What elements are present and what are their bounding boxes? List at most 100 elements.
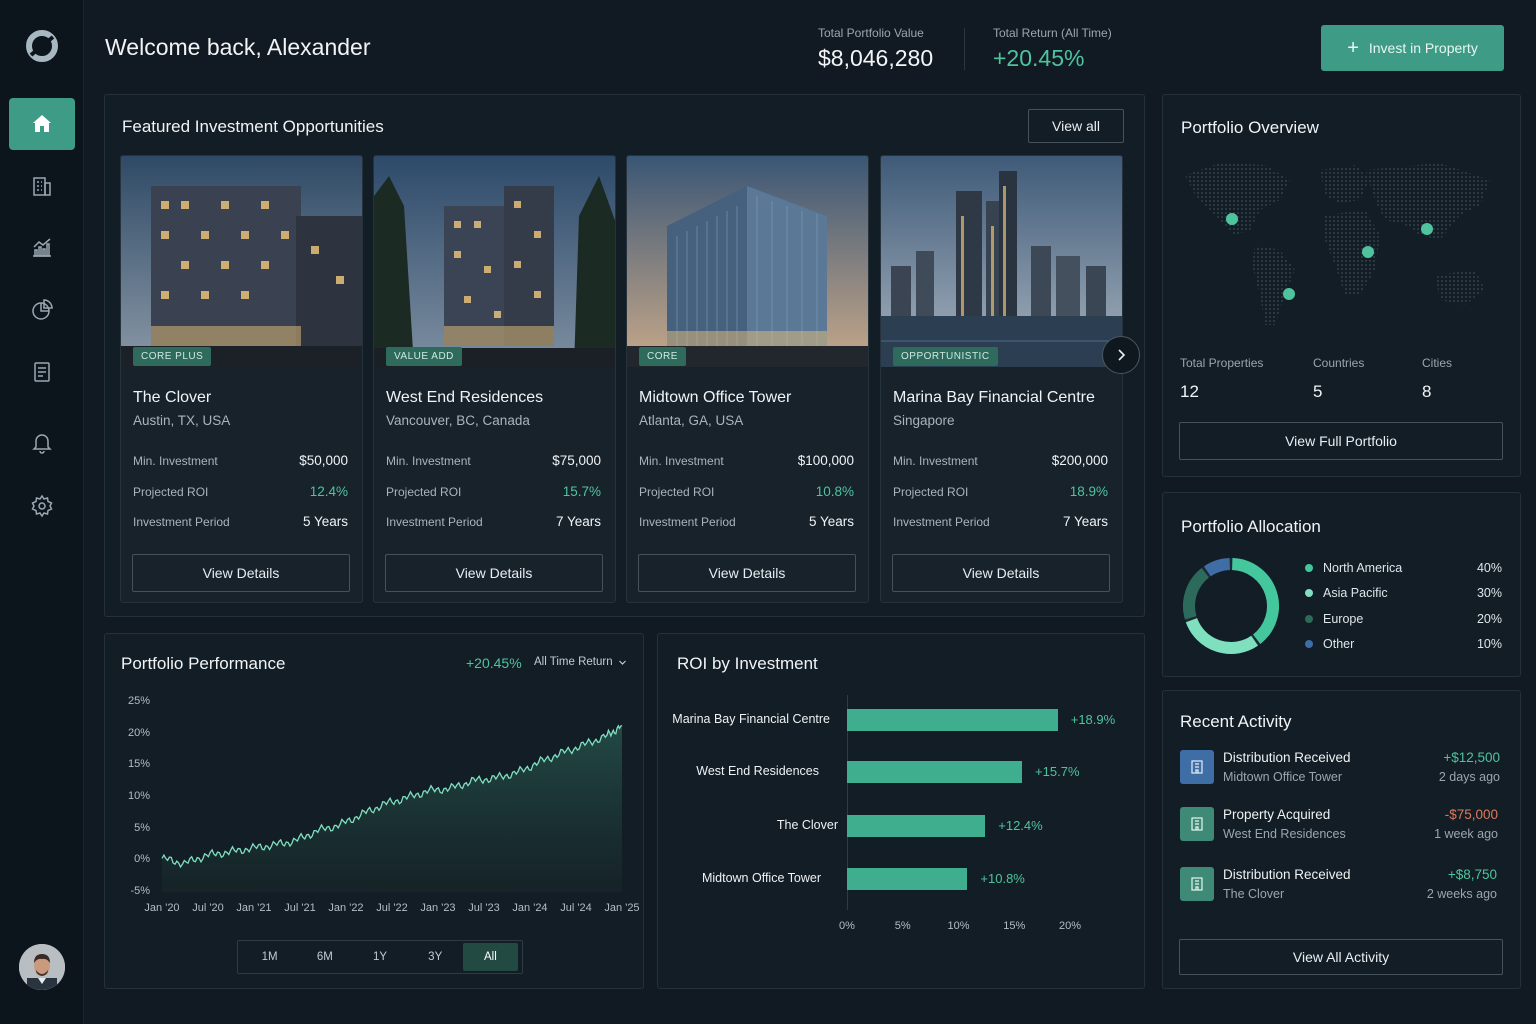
range-button-1y[interactable]: 1Y [372,951,388,963]
recent-activity-title: Recent Activity [1180,712,1292,731]
x-axis-tick: Jul '22 [376,902,408,914]
sidebar-item-analytics[interactable] [9,222,75,274]
range-button-6m[interactable]: 6M [316,951,333,963]
chevron-right-icon [1118,349,1126,361]
overview-stat-label: Countries [1313,356,1365,370]
activity-amount: +$12,500 [1443,750,1500,765]
view-details-button[interactable]: View Details [385,554,603,592]
activity-subtitle: The Clover [1223,887,1285,901]
investment-type-badge: VALUE ADD [386,347,462,366]
roi-x-axis-tick: 0% [839,920,855,932]
projected-roi-value: 10.8% [815,484,854,499]
x-axis-tick: Jul '21 [284,902,316,914]
activity-subtitle: West End Residences [1223,827,1346,841]
performance-return: +20.45% [466,655,522,671]
donut-slice [1185,617,1259,654]
building-icon [1191,760,1203,774]
view-details-button[interactable]: View Details [638,554,856,592]
activity-icon [1180,867,1214,901]
property-name: Midtown Office Tower [639,389,792,406]
view-all-button[interactable]: View all [1028,109,1124,143]
allocation-legend-item: North America 40% [1305,561,1502,575]
min-investment-label: Min. Investment [639,453,724,468]
range-selector: 1M 6M 1Y 3Y All [237,940,523,974]
overview-stat-cities: Cities 8 [1422,356,1452,402]
sidebar-item-settings[interactable] [9,480,75,532]
property-card[interactable]: OPPORTUNISTIC Marina Bay Financial Centr… [880,155,1123,603]
featured-title: Featured Investment Opportunities [122,117,384,136]
property-image [881,156,1122,367]
roi-bar-value: +12.4% [998,818,1043,833]
user-avatar[interactable] [19,944,65,990]
roi-x-axis-tick: 20% [1058,920,1082,932]
document-icon [34,362,50,382]
property-card[interactable]: CORE Midtown Office Tower Atlanta, GA, U… [626,155,869,603]
property-image [627,156,868,367]
view-all-activity-button[interactable]: View All Activity [1179,939,1503,975]
overview-stat-value: 8 [1422,382,1432,401]
roi-bar-value: +15.7% [1035,764,1080,779]
invest-in-property-button[interactable]: + Invest in Property [1321,25,1504,71]
property-card[interactable]: CORE PLUS The Clover Austin, TX, USA Min… [120,155,363,603]
property-image [374,156,615,367]
sidebar-item-notifications[interactable] [9,416,75,468]
min-investment-value: $50,000 [299,453,348,468]
min-investment-value: $200,000 [1051,453,1108,468]
activity-title: Distribution Received [1223,867,1351,882]
property-name: West End Residences [386,389,544,406]
roi-x-axis-tick: 5% [894,920,911,932]
range-button-1m[interactable]: 1M [261,951,278,963]
x-axis-tick: Jan '22 [328,902,364,914]
return-period-dropdown[interactable]: All Time Return [534,656,627,668]
roi-x-axis-tick: 15% [1003,920,1026,932]
portfolio-allocation-title: Portfolio Allocation [1181,517,1321,536]
invest-button-label: Invest in Property [1368,40,1478,56]
roi-x-axis-tick: 10% [947,920,970,932]
roi-bar-label: Midtown Office Tower [701,871,821,885]
home-icon [33,115,51,132]
performance-area [162,725,622,892]
app-logo-icon[interactable] [24,28,60,64]
investment-type-badge: CORE PLUS [133,347,212,366]
roi-bar [847,868,968,890]
y-axis-tick: 10% [127,790,150,802]
x-axis-tick: Jul '23 [468,902,500,914]
overview-stat-value: 5 [1313,382,1323,401]
view-full-portfolio-button[interactable]: View Full Portfolio [1179,422,1503,460]
sidebar-item-home[interactable] [9,98,75,150]
analytics-icon [33,238,51,257]
min-investment-label: Min. Investment [133,453,218,468]
allocation-legend-item: Europe 20% [1305,612,1502,626]
x-axis-tick: Jan '25 [604,902,640,914]
view-details-button[interactable]: View Details [892,554,1110,592]
x-axis-tick: Jul '20 [192,902,224,914]
activity-title: Distribution Received [1223,750,1351,765]
sidebar-item-documents[interactable] [9,346,75,398]
projected-roi-label: Projected ROI [386,484,462,499]
investment-period-value: 5 Years [302,514,348,529]
sidebar-item-properties[interactable] [9,160,75,212]
investment-period-label: Investment Period [639,514,736,529]
total-value-label: Total Portfolio Value [818,26,924,40]
overview-stat-properties: Total Properties 12 [1180,356,1263,402]
investment-type-badge: CORE [639,347,686,366]
total-value-stat: Total Portfolio Value $8,046,280 [818,26,933,72]
range-button-all[interactable]: All [462,943,519,971]
range-button-3y[interactable]: 3Y [428,951,443,963]
activity-time: 2 weeks ago [1426,887,1497,901]
view-details-button[interactable]: View Details [132,554,350,592]
property-card[interactable]: VALUE ADD West End Residences Vancouver,… [373,155,616,603]
donut-slice [1183,568,1210,620]
overview-stat-label: Cities [1422,356,1453,370]
activity-amount: -$75,000 [1444,807,1498,822]
activity-icon [1180,750,1214,784]
donut-slice [1203,558,1231,577]
overview-stat-label: Total Properties [1180,356,1264,370]
sidebar-item-allocation[interactable] [9,284,75,336]
next-cards-button[interactable] [1102,336,1140,374]
portfolio-overview-title: Portfolio Overview [1181,118,1319,137]
projected-roi-value: 15.7% [562,484,601,499]
overview-stat-value: 12 [1180,382,1199,401]
portfolio-performance-title: Portfolio Performance [121,654,286,673]
total-return-label: Total Return (All Time) [993,26,1112,40]
